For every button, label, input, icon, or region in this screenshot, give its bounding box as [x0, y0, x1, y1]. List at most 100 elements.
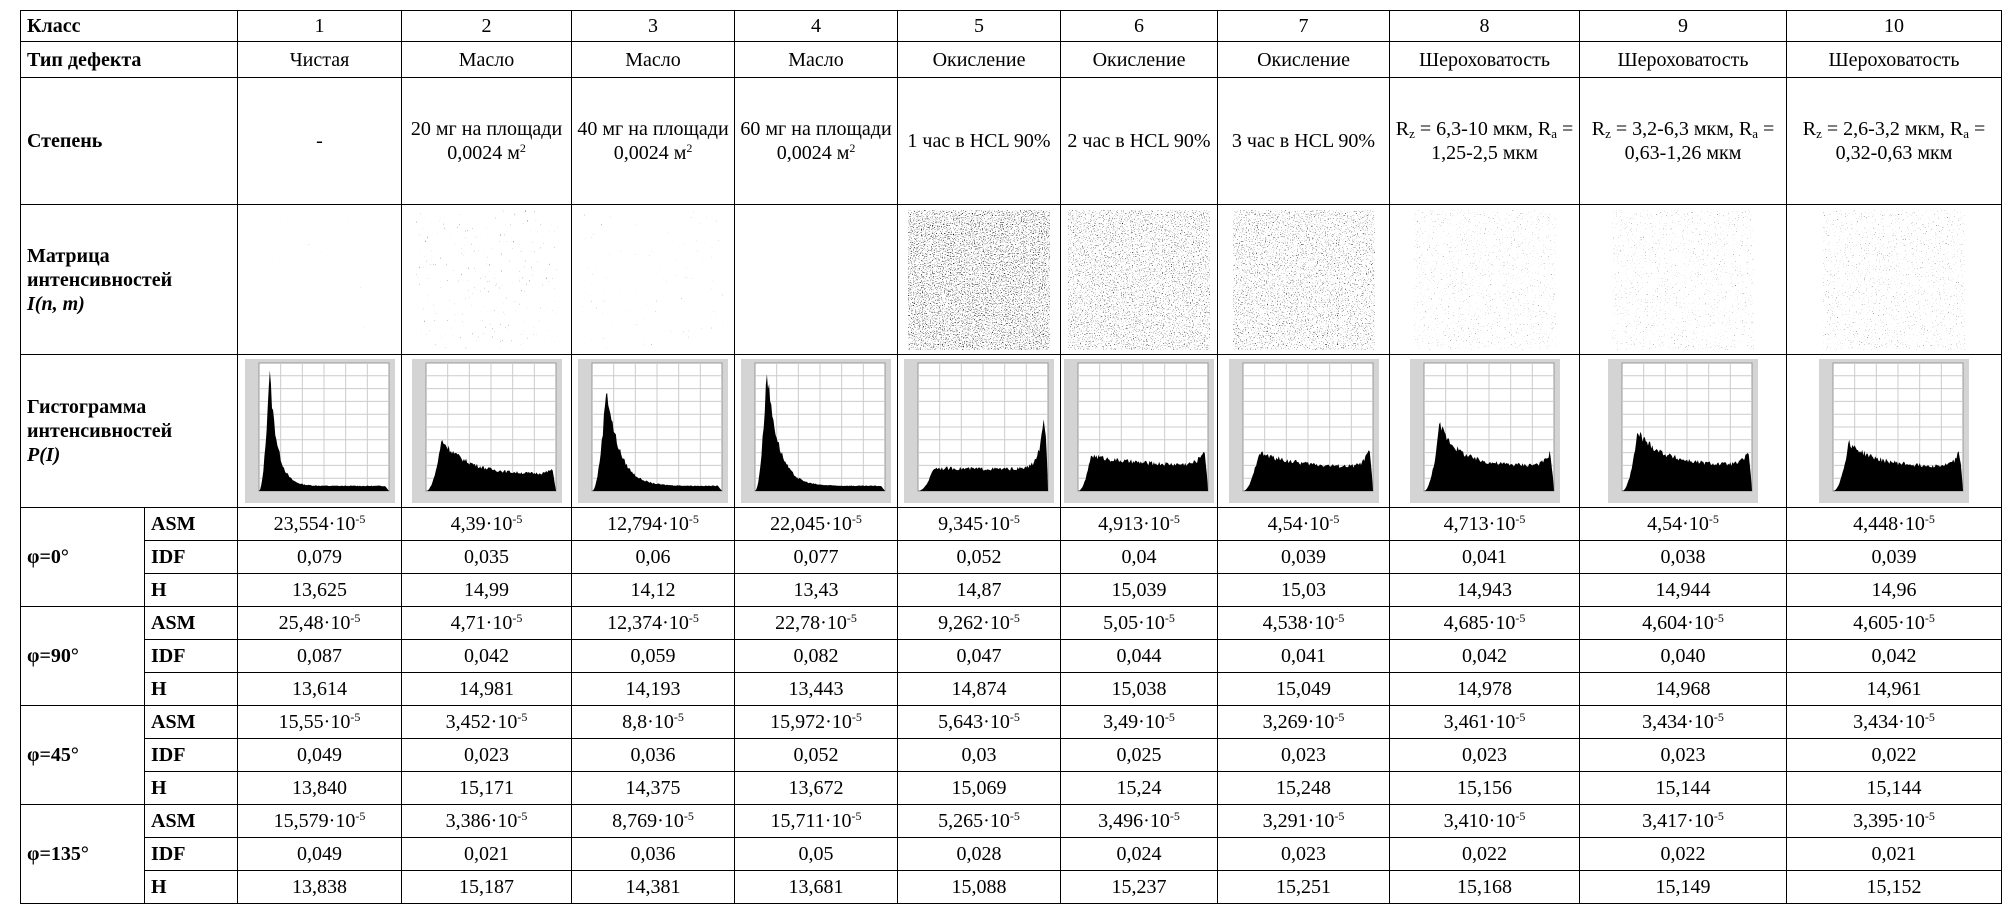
superscript: -5	[689, 512, 699, 526]
value-cell: 14,12	[572, 574, 735, 607]
value-cell: 0,05	[735, 838, 898, 871]
value-cell: 0,022	[1787, 739, 2002, 772]
label: Матрица интенсивностей	[27, 245, 172, 291]
cell-text: 15,579·10	[274, 810, 356, 832]
value-cell: 0,04	[1061, 541, 1218, 574]
value-cell: 0,036	[572, 838, 735, 871]
superscript: -5	[1329, 512, 1339, 526]
value-cell: 0,044	[1061, 640, 1218, 673]
value-cell: 14,381	[572, 871, 735, 904]
superscript: 2	[686, 141, 692, 155]
class-number: 5	[974, 15, 984, 37]
value-cell: 0,041	[1390, 541, 1580, 574]
superscript: -5	[684, 809, 694, 823]
texture-cell	[735, 205, 898, 355]
cell-text: 15,049	[1276, 678, 1331, 700]
cell-text: R	[1396, 118, 1409, 140]
table-row: H13,61414,98114,19313,44314,87415,03815,…	[21, 673, 2002, 706]
angle: φ=90°	[27, 645, 79, 667]
value-cell: 4,538·10-5	[1218, 607, 1390, 640]
value-cell: 14,968	[1580, 673, 1787, 706]
texture-cell	[1787, 205, 2002, 355]
value-cell: 0,039	[1218, 541, 1390, 574]
texture-cell	[898, 205, 1061, 355]
cell-text: 14,96	[1872, 579, 1917, 601]
defect-type: Масло	[625, 49, 681, 71]
cell-text: 0,03	[962, 744, 997, 766]
label: Степень	[27, 130, 102, 152]
value-cell: 4,913·10-5	[1061, 508, 1218, 541]
superscript: -5	[1334, 809, 1344, 823]
histogram-image	[1410, 359, 1560, 503]
value-cell: 0,079	[238, 541, 402, 574]
cell-text: 15,168	[1457, 876, 1512, 898]
cell-text: 13,840	[292, 777, 347, 799]
texture-image	[416, 210, 558, 350]
value-cell: 0,059	[572, 640, 735, 673]
feature-name: IDF	[145, 838, 238, 871]
defect-type: Шероховатость	[1419, 49, 1550, 71]
cell-text: 9,262·10	[938, 612, 1010, 634]
class-cell: 3	[572, 11, 735, 42]
cell-text: 0,023	[1661, 744, 1706, 766]
value-cell: 15,248	[1218, 772, 1390, 805]
feature-name: H	[145, 871, 238, 904]
cell-text: 1 час в HCL 90%	[907, 130, 1050, 152]
cell-text: 0,059	[631, 645, 676, 667]
cell-text: 22,045·10	[770, 513, 852, 535]
texture-cell	[402, 205, 572, 355]
value-cell: 0,042	[1390, 640, 1580, 673]
class-cell: 8	[1390, 11, 1580, 42]
cell-text: 3,49·10	[1103, 711, 1165, 733]
formula: I(n, m)	[27, 292, 234, 316]
value-cell: 0,049	[238, 739, 402, 772]
superscript: -5	[1925, 710, 1935, 724]
histogram-cell	[1218, 355, 1390, 508]
value-cell: 0,023	[1580, 739, 1787, 772]
superscript: -5	[517, 809, 527, 823]
histogram-cell	[1787, 355, 2002, 508]
value-cell: 0,042	[402, 640, 572, 673]
cell-text: 15,55·10	[279, 711, 351, 733]
histogram-cell	[898, 355, 1061, 508]
table-row: H13,84015,17114,37513,67215,06915,2415,2…	[21, 772, 2002, 805]
histogram-image	[578, 359, 728, 503]
cell-text: 15,069	[952, 777, 1007, 799]
cell-text: 12,794·10	[607, 513, 689, 535]
value-cell: 12,794·10-5	[572, 508, 735, 541]
value-cell: 0,021	[1787, 838, 2002, 871]
cell-text: 14,961	[1867, 678, 1922, 700]
cell-text: 13,672	[789, 777, 844, 799]
cell-text: 0,044	[1117, 645, 1162, 667]
value-cell: 8,8·10-5	[572, 706, 735, 739]
cell-text: 15,149	[1656, 876, 1711, 898]
table-row: φ=90°ASM25,48·10-54,71·10-512,374·10-522…	[21, 607, 2002, 640]
label: Класс	[27, 15, 80, 37]
value-cell: 0,03	[898, 739, 1061, 772]
superscript: -5	[1010, 611, 1020, 625]
texture-cell	[1580, 205, 1787, 355]
cell-text: 0,042	[464, 645, 509, 667]
cell-text: 25,48·10	[279, 612, 351, 634]
formula: P(I)	[27, 443, 234, 467]
texture-cell	[1218, 205, 1390, 355]
superscript: -5	[847, 611, 857, 625]
value-cell: 25,48·10-5	[238, 607, 402, 640]
cell-text: 15,171	[459, 777, 514, 799]
defect-cell: Чистая	[238, 42, 402, 78]
feature: H	[151, 678, 167, 700]
defect-type: Окисление	[1093, 49, 1186, 71]
texture-image	[249, 210, 391, 350]
cell-text: 0,047	[957, 645, 1002, 667]
cell-text: 2 час в HCL 90%	[1067, 130, 1210, 152]
page: Класс12345678910Тип дефектаЧистаяМаслоМа…	[0, 0, 2004, 908]
cell-text: 14,87	[957, 579, 1002, 601]
feature: IDF	[151, 843, 185, 865]
cell-text: 3,461·10	[1444, 711, 1516, 733]
cell-text: 4,913·10	[1098, 513, 1170, 535]
superscript: -5	[355, 809, 365, 823]
angle: φ=45°	[27, 744, 79, 766]
